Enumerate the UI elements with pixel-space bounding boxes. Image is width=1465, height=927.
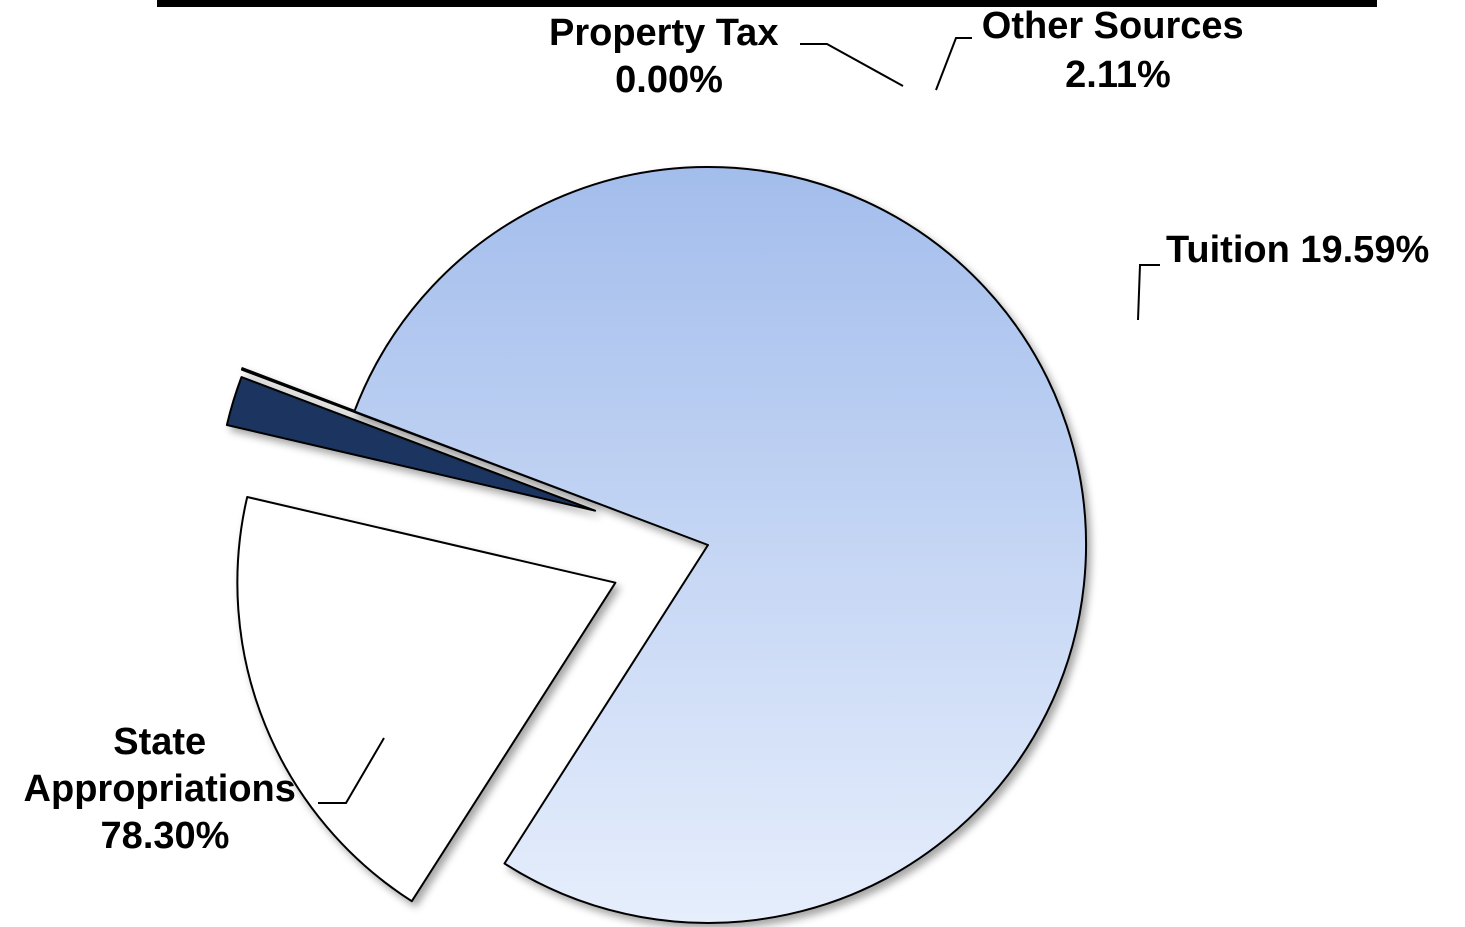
pie-slice-state-appropriations — [353, 165, 1088, 924]
label-state-appropriations-line3: 78.30% — [101, 815, 230, 857]
label-property-tax-line1: Property Tax — [549, 12, 778, 54]
label-other-sources-line1: Other Sources — [982, 5, 1244, 47]
label-state-appropriations: State Appropriations 78.30% — [24, 721, 307, 857]
leader-line-property-tax — [800, 43, 904, 87]
label-state-appropriations-line1: State — [113, 721, 206, 763]
leader-line-other-sources — [935, 37, 972, 91]
label-property-tax: Property Tax 0.00% — [549, 12, 789, 101]
label-tuition: Tuition 19.59% — [1166, 229, 1429, 271]
label-state-appropriations-line2: Appropriations — [24, 768, 296, 810]
label-other-sources-line2: 2.11% — [1065, 54, 1171, 96]
pie-slices — [225, 165, 1088, 924]
leader-line-tuition — [1137, 264, 1160, 321]
label-property-tax-line2: 0.00% — [615, 59, 723, 101]
label-other-sources: Other Sources 2.11% — [982, 5, 1254, 96]
pie-slice-tuition — [236, 496, 617, 903]
leader-line-state-appropriations — [318, 737, 385, 804]
label-tuition-line1: Tuition 19.59% — [1166, 229, 1429, 271]
pie-slice-other-sources — [225, 376, 597, 512]
top-border-bar — [157, 0, 1377, 7]
